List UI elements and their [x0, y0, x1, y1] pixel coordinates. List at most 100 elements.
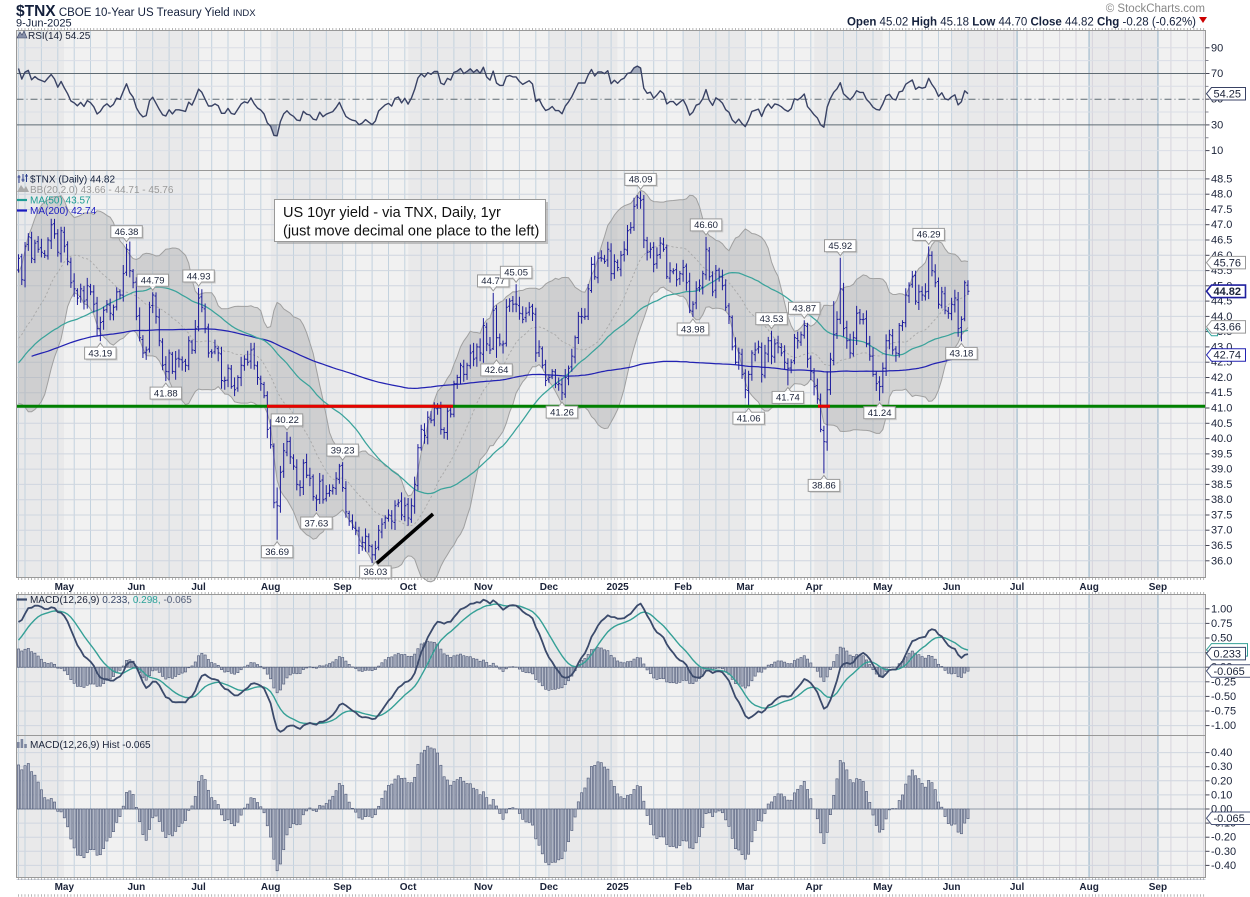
svg-text:(just move decimal one place t: (just move decimal one place to the left… [283, 224, 539, 240]
svg-text:46.5: 46.5 [1211, 235, 1232, 247]
svg-text:44.93: 44.93 [187, 271, 211, 282]
svg-text:41.06: 41.06 [737, 414, 761, 425]
svg-text:42.74: 42.74 [1214, 350, 1242, 362]
svg-text:-0.40: -0.40 [1211, 860, 1236, 872]
svg-text:38.0: 38.0 [1211, 494, 1232, 506]
svg-text:Apr: Apr [805, 882, 822, 893]
svg-text:-0.065: -0.065 [1214, 813, 1245, 825]
svg-text:Sep: Sep [1149, 882, 1167, 893]
svg-text:36.5: 36.5 [1211, 540, 1232, 552]
svg-text:MACD(12,26,9) Hist -0.065: MACD(12,26,9) Hist -0.065 [30, 740, 151, 751]
svg-text:2025: 2025 [606, 582, 629, 593]
svg-text:41.5: 41.5 [1211, 387, 1232, 399]
svg-text:43.18: 43.18 [950, 349, 974, 360]
svg-text:MA(200) 42.74: MA(200) 42.74 [30, 206, 97, 217]
svg-text:Feb: Feb [674, 882, 692, 893]
svg-text:37.5: 37.5 [1211, 510, 1232, 522]
svg-text:44.0: 44.0 [1211, 311, 1232, 323]
svg-text:43.66: 43.66 [1214, 322, 1242, 334]
svg-text:43.87: 43.87 [792, 304, 816, 315]
svg-text:0.40: 0.40 [1211, 747, 1232, 759]
svg-text:BB(20,2.0) 43.66 - 44.71 - 45.: BB(20,2.0) 43.66 - 44.71 - 45.76 [30, 185, 174, 196]
svg-text:43.19: 43.19 [88, 348, 112, 359]
svg-text:42.0: 42.0 [1211, 372, 1232, 384]
svg-text:41.88: 41.88 [154, 388, 178, 399]
svg-text:37.63: 37.63 [305, 518, 329, 529]
svg-text:Jul: Jul [191, 882, 206, 893]
svg-text:RSI(14) 54.25: RSI(14) 54.25 [28, 31, 91, 42]
svg-text:May: May [55, 582, 75, 593]
svg-text:May: May [873, 882, 893, 893]
svg-text:40.22: 40.22 [275, 415, 299, 426]
svg-text:Dec: Dec [540, 582, 559, 593]
svg-text:Jul: Jul [191, 582, 206, 593]
svg-text:-0.30: -0.30 [1211, 846, 1236, 858]
svg-text:40.0: 40.0 [1211, 433, 1232, 445]
svg-text:30: 30 [1211, 119, 1223, 131]
svg-text:39.0: 39.0 [1211, 464, 1232, 476]
svg-text:41.74: 41.74 [776, 393, 800, 404]
svg-text:-0.50: -0.50 [1211, 691, 1236, 703]
svg-text:Jun: Jun [128, 582, 146, 593]
svg-text:47.0: 47.0 [1211, 219, 1232, 231]
svg-text:40.5: 40.5 [1211, 418, 1232, 430]
svg-text:44.5: 44.5 [1211, 296, 1232, 308]
svg-text:Aug: Aug [1079, 882, 1098, 893]
svg-text:45.92: 45.92 [828, 241, 852, 252]
svg-text:Mar: Mar [736, 582, 754, 593]
svg-text:-0.75: -0.75 [1211, 706, 1236, 718]
svg-text:US 10yr yield - via TNX, Daily: US 10yr yield - via TNX, Daily, 1yr [283, 205, 501, 221]
svg-text:46.29: 46.29 [917, 230, 941, 241]
svg-text:May: May [55, 882, 75, 893]
svg-text:9-Jun-2025: 9-Jun-2025 [16, 18, 72, 30]
svg-text:10: 10 [1211, 145, 1223, 157]
svg-text:Sep: Sep [333, 582, 351, 593]
svg-text:Sep: Sep [333, 882, 351, 893]
svg-text:Aug: Aug [1079, 582, 1098, 593]
svg-text:Jun: Jun [128, 882, 146, 893]
svg-text:Mar: Mar [736, 882, 754, 893]
svg-text:45.76: 45.76 [1214, 257, 1242, 269]
svg-text:-0.065: -0.065 [1214, 666, 1245, 678]
svg-text:Aug: Aug [261, 882, 280, 893]
svg-text:MACD(12,26,9) 0.233, 0.298, -0: MACD(12,26,9) 0.233, 0.298, -0.065 [30, 595, 192, 606]
svg-text:0.50: 0.50 [1211, 633, 1232, 645]
svg-text:Nov: Nov [474, 582, 493, 593]
svg-text:44.77: 44.77 [481, 276, 505, 287]
svg-text:Oct: Oct [400, 582, 417, 593]
svg-text:46.60: 46.60 [694, 220, 718, 231]
svg-text:Open 45.02 High 45.18 Low 44.7: Open 45.02 High 45.18 Low 44.70 Close 44… [847, 17, 1196, 29]
svg-text:36.03: 36.03 [364, 567, 388, 578]
svg-text:48.09: 48.09 [629, 175, 653, 186]
svg-text:1.00: 1.00 [1211, 603, 1232, 615]
svg-text:-0.25: -0.25 [1211, 676, 1236, 688]
svg-text:Sep: Sep [1149, 582, 1167, 593]
svg-text:38.5: 38.5 [1211, 479, 1232, 491]
svg-text:-0.20: -0.20 [1211, 832, 1236, 844]
svg-text:May: May [873, 582, 893, 593]
svg-text:44.82: 44.82 [1214, 286, 1242, 298]
svg-text:$TNX CBOE 10-Year US Treasury: $TNX CBOE 10-Year US Treasury Yield INDX [16, 3, 256, 20]
svg-text:$TNX (Daily) 44.82: $TNX (Daily) 44.82 [30, 175, 115, 186]
svg-text:0.30: 0.30 [1211, 761, 1232, 773]
svg-text:0.233: 0.233 [1214, 648, 1242, 660]
svg-text:38.86: 38.86 [812, 481, 836, 492]
svg-text:44.79: 44.79 [141, 276, 165, 287]
svg-text:Jun: Jun [943, 882, 961, 893]
svg-text:48.0: 48.0 [1211, 189, 1232, 201]
svg-text:36.69: 36.69 [265, 547, 289, 558]
svg-text:37.0: 37.0 [1211, 525, 1232, 537]
svg-text:41.0: 41.0 [1211, 403, 1232, 415]
svg-text:54.25: 54.25 [1214, 89, 1242, 101]
svg-text:Nov: Nov [474, 882, 493, 893]
svg-text:2025: 2025 [606, 882, 629, 893]
svg-text:90: 90 [1211, 42, 1223, 54]
svg-text:41.26: 41.26 [550, 407, 574, 418]
svg-text:70: 70 [1211, 68, 1223, 80]
svg-text:MA(50) 43.57: MA(50) 43.57 [30, 196, 91, 207]
svg-text:45.05: 45.05 [504, 268, 528, 279]
svg-text:Jul: Jul [1010, 582, 1025, 593]
svg-text:43.53: 43.53 [760, 314, 784, 325]
svg-text:Jul: Jul [1010, 882, 1025, 893]
svg-text:0.20: 0.20 [1211, 775, 1232, 787]
